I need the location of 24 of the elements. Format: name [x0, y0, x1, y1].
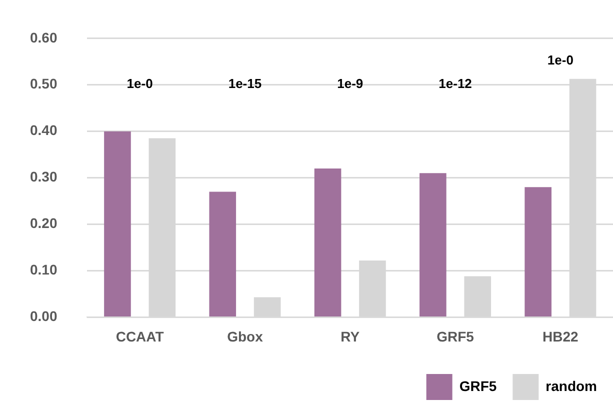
y-tick-label: 0.60	[30, 29, 58, 46]
annotation: 1e-9	[337, 76, 364, 91]
bar	[314, 168, 342, 316]
y-tick-label: 0.00	[30, 308, 58, 324]
y-tick-label: 0.40	[30, 122, 58, 138]
y-tick-label: 0.50	[30, 76, 58, 92]
bar	[209, 192, 236, 316]
y-tick-label: 0.30	[30, 168, 58, 185]
annotation: 1e-0	[126, 76, 153, 91]
legend-label: GRF5	[459, 378, 497, 394]
annotation: 1e-15	[228, 76, 262, 91]
bar	[104, 131, 131, 316]
x-tick-label: RY	[340, 328, 360, 344]
y-tick-label: 0.20	[30, 215, 58, 232]
x-tick-label: HB22	[542, 328, 579, 344]
bar	[420, 173, 446, 316]
y-tick-label: 0.10	[30, 262, 58, 278]
legend-label: random	[546, 378, 598, 394]
bar	[524, 187, 552, 316]
x-tick-label: CCAAT	[116, 328, 164, 344]
x-tick-label: Gbox	[227, 328, 264, 344]
annotation: 1e-12	[438, 76, 472, 91]
annotation: 1e-0	[547, 52, 574, 68]
x-tick-label: GRF5	[436, 328, 474, 344]
